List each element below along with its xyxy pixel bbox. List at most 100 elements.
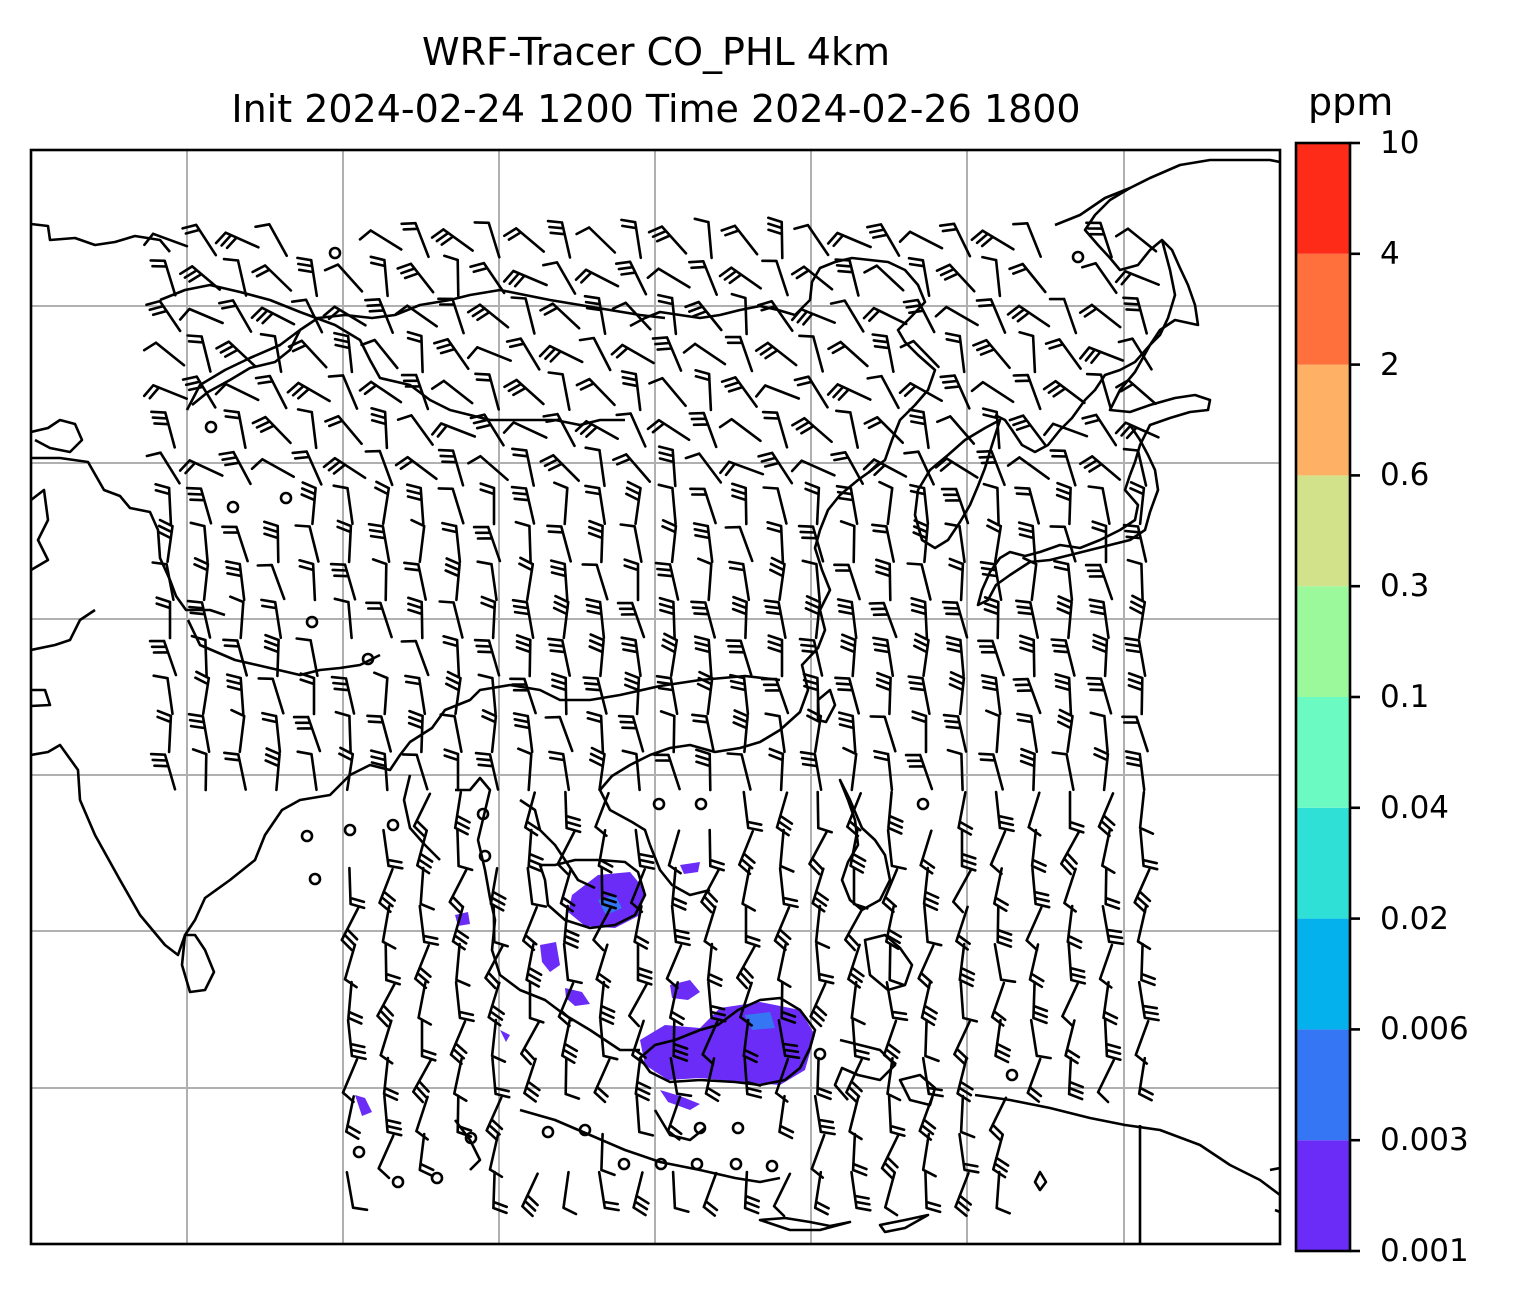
wind-barb xyxy=(755,384,801,400)
calm-wind-marker xyxy=(916,797,930,811)
wind-barb xyxy=(1028,943,1045,989)
wind-barb xyxy=(612,453,652,483)
wind-barb xyxy=(1031,866,1051,909)
wind-barb xyxy=(697,557,713,602)
wind-barb xyxy=(186,599,212,639)
wind-barb xyxy=(1139,828,1159,871)
wind-barb xyxy=(708,828,725,872)
wind-barb xyxy=(1006,304,1051,328)
wind-barb xyxy=(1067,1056,1084,1101)
wind-barb xyxy=(358,229,403,251)
wind-barb xyxy=(718,266,762,290)
wind-barb xyxy=(1068,790,1085,834)
wind-barb xyxy=(193,557,210,602)
wind-barb xyxy=(804,481,821,526)
wind-barb xyxy=(954,1171,972,1217)
wind-barb xyxy=(1133,868,1152,914)
wind-barb xyxy=(908,408,930,450)
wind-barb xyxy=(1103,1018,1122,1061)
wind-barb xyxy=(1060,831,1080,876)
wind-barb xyxy=(924,1170,942,1214)
wind-barb xyxy=(437,297,465,335)
wind-barb xyxy=(653,753,681,791)
wind-barb xyxy=(1126,558,1144,602)
wind-barb xyxy=(842,746,858,792)
wind-barb xyxy=(345,1171,369,1212)
wind-barb xyxy=(768,747,785,792)
wind-barb xyxy=(946,748,964,792)
wind-barb xyxy=(187,712,211,753)
wind-barb xyxy=(816,790,833,834)
wind-barb xyxy=(400,373,430,411)
wind-barb xyxy=(474,751,500,791)
wind-barb xyxy=(218,450,252,486)
wind-barb xyxy=(611,301,652,331)
wind-barb xyxy=(1085,372,1113,411)
wind-barb xyxy=(1012,373,1042,411)
wind-barb xyxy=(1030,828,1047,873)
wind-barb xyxy=(648,376,687,408)
wind-barb xyxy=(941,600,969,639)
wind-barb xyxy=(625,480,642,526)
wind-barb xyxy=(976,449,1006,487)
wind-barb xyxy=(772,1172,792,1218)
wind-barb xyxy=(143,232,189,248)
wind-barb xyxy=(358,380,403,404)
wind-barb xyxy=(610,343,655,365)
wind-barb xyxy=(732,709,749,754)
wind-barb xyxy=(521,1172,539,1218)
wind-barb xyxy=(829,299,865,333)
wind-barb xyxy=(790,459,836,477)
colorbar-tick-label: 4 xyxy=(1380,235,1400,272)
wind-barb xyxy=(948,671,966,716)
wind-barb xyxy=(921,1132,937,1178)
wind-barb xyxy=(827,340,869,368)
wind-barb xyxy=(1025,906,1043,952)
wind-barb xyxy=(875,671,892,716)
wind-barb xyxy=(942,713,968,753)
wind-barb xyxy=(480,595,497,640)
wind-barb xyxy=(1050,638,1076,677)
wind-barb xyxy=(850,980,866,1026)
wind-barb xyxy=(418,1132,435,1178)
wind-barb xyxy=(863,416,904,444)
wind-barb xyxy=(742,790,764,832)
wind-barb xyxy=(215,340,257,368)
wind-barb xyxy=(1098,943,1114,989)
calm-wind-marker xyxy=(541,1125,555,1139)
wind-barb xyxy=(1043,422,1089,438)
wind-barb xyxy=(780,980,797,1024)
wind-barb xyxy=(514,520,532,564)
wind-barb xyxy=(651,336,683,372)
wind-barb xyxy=(223,751,247,791)
wind-barb xyxy=(989,830,1007,876)
wind-barb xyxy=(251,415,292,445)
wind-barb xyxy=(582,676,608,715)
wind-barb xyxy=(334,710,352,754)
wind-barb xyxy=(340,906,360,952)
wind-barb xyxy=(222,257,248,297)
wind-barb xyxy=(763,599,787,639)
wind-barb xyxy=(760,677,790,715)
wind-barb xyxy=(404,674,427,716)
wind-barb xyxy=(407,709,424,754)
wind-barb xyxy=(155,596,172,640)
wind-barb xyxy=(479,482,496,526)
wind-barb xyxy=(621,749,641,792)
wind-barb xyxy=(1115,378,1157,406)
colorbar-segment xyxy=(1296,364,1350,476)
wind-barb xyxy=(791,416,833,444)
wind-barb xyxy=(597,1170,620,1212)
wind-barb xyxy=(1123,636,1147,677)
wind-barb xyxy=(403,561,427,601)
wind-barb xyxy=(150,410,176,449)
wind-barb xyxy=(693,217,713,260)
wind-barb xyxy=(295,637,319,677)
calm-wind-marker xyxy=(729,1157,743,1171)
calm-wind-marker xyxy=(204,420,218,434)
wind-barb xyxy=(510,447,535,487)
wind-barb xyxy=(801,559,821,602)
wind-barb xyxy=(851,1132,868,1177)
wind-barb xyxy=(322,305,367,327)
wind-barb xyxy=(1008,262,1047,294)
